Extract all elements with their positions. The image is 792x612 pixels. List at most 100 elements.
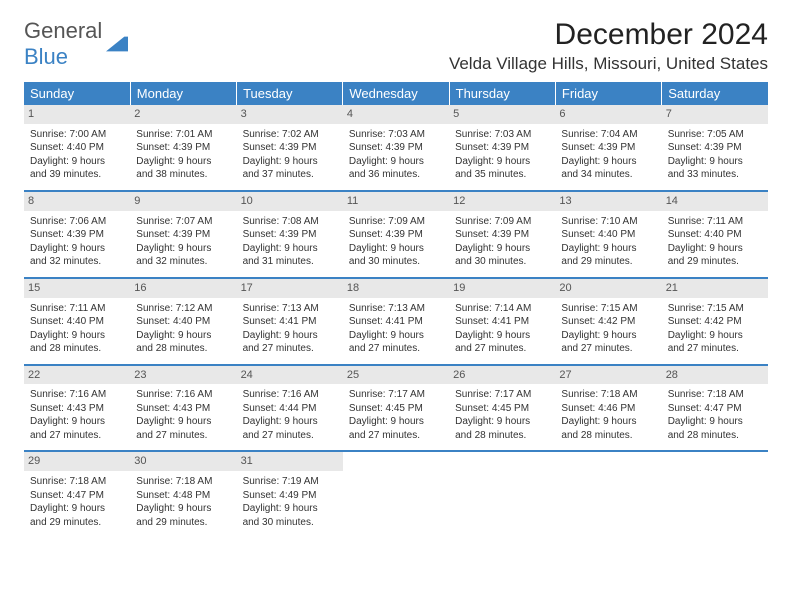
day-number: 14 <box>662 192 768 211</box>
sunset-line: Sunset: 4:45 PM <box>349 402 443 416</box>
sunset-line: Sunset: 4:47 PM <box>668 402 762 416</box>
calendar-day-cell: . <box>555 451 661 537</box>
sunrise-line: Sunrise: 7:18 AM <box>668 388 762 402</box>
day-number: 12 <box>449 192 555 211</box>
day-number: 2 <box>130 105 236 124</box>
day-number: 19 <box>449 279 555 298</box>
calendar-body: 1Sunrise: 7:00 AMSunset: 4:40 PMDaylight… <box>24 105 768 537</box>
calendar-day-cell: 14 Sunrise: 7:11 AMSunset: 4:40 PMDayligh… <box>662 191 768 278</box>
calendar-day-cell: . <box>343 451 449 537</box>
sunset-line: Sunset: 4:39 PM <box>455 228 549 242</box>
day-number: 11 <box>343 192 449 211</box>
sunset-line: Sunset: 4:43 PM <box>30 402 124 416</box>
day-number: 15 <box>24 279 130 298</box>
sunrise-line: Sunrise: 7:16 AM <box>136 388 230 402</box>
daylight-line: Daylight: 9 hours and 30 minutes. <box>243 502 337 529</box>
day-info: Sunrise: 7:09 AMSunset: 4:39 PMDaylight:… <box>455 215 549 269</box>
daylight-line: Daylight: 9 hours and 30 minutes. <box>349 242 443 269</box>
sunrise-line: Sunrise: 7:17 AM <box>349 388 443 402</box>
logo-text: General Blue <box>24 18 102 70</box>
day-number: 23 <box>130 366 236 385</box>
daylight-line: Daylight: 9 hours and 31 minutes. <box>243 242 337 269</box>
day-number: 17 <box>237 279 343 298</box>
calendar-day-cell: 29Sunrise: 7:18 AMSunset: 4:47 PMDayligh… <box>24 451 130 537</box>
day-info: Sunrise: 7:13 AMSunset: 4:41 PMDaylight:… <box>243 302 337 356</box>
day-number: 7 <box>662 105 768 124</box>
day-number: 4 <box>343 105 449 124</box>
day-info: Sunrise: 7:16 AMSunset: 4:44 PMDaylight:… <box>243 388 337 442</box>
daylight-line: Daylight: 9 hours and 27 minutes. <box>455 329 549 356</box>
daylight-line: Daylight: 9 hours and 32 minutes. <box>136 242 230 269</box>
sunrise-line: Sunrise: 7:16 AM <box>243 388 337 402</box>
calendar-day-cell: 2 Sunrise: 7:01 AMSunset: 4:39 PMDaylight… <box>130 105 236 191</box>
day-info: Sunrise: 7:11 AMSunset: 4:40 PMDaylight:… <box>668 215 762 269</box>
day-info: Sunrise: 7:16 AMSunset: 4:43 PMDaylight:… <box>136 388 230 442</box>
day-number: 26 <box>449 366 555 385</box>
sunset-line: Sunset: 4:41 PM <box>349 315 443 329</box>
day-info: Sunrise: 7:18 AMSunset: 4:47 PMDaylight:… <box>668 388 762 442</box>
sunrise-line: Sunrise: 7:13 AM <box>243 302 337 316</box>
sunrise-line: Sunrise: 7:19 AM <box>243 475 337 489</box>
daylight-line: Daylight: 9 hours and 29 minutes. <box>136 502 230 529</box>
calendar-day-cell: 18Sunrise: 7:13 AMSunset: 4:41 PMDayligh… <box>343 278 449 365</box>
day-number: 28 <box>662 366 768 385</box>
calendar-day-cell: 21Sunrise: 7:15 AMSunset: 4:42 PMDayligh… <box>662 278 768 365</box>
location-subtitle: Velda Village Hills, Missouri, United St… <box>24 54 768 74</box>
day-number: 18 <box>343 279 449 298</box>
sunset-line: Sunset: 4:42 PM <box>668 315 762 329</box>
calendar-day-cell: 30Sunrise: 7:18 AMSunset: 4:48 PMDayligh… <box>130 451 236 537</box>
day-number: 3 <box>237 105 343 124</box>
calendar-week-row: 29Sunrise: 7:18 AMSunset: 4:47 PMDayligh… <box>24 451 768 537</box>
calendar-day-cell: 26Sunrise: 7:17 AMSunset: 4:45 PMDayligh… <box>449 365 555 452</box>
daylight-line: Daylight: 9 hours and 30 minutes. <box>455 242 549 269</box>
daylight-line: Daylight: 9 hours and 38 minutes. <box>136 155 230 182</box>
sunrise-line: Sunrise: 7:09 AM <box>455 215 549 229</box>
sunset-line: Sunset: 4:47 PM <box>30 489 124 503</box>
day-info: Sunrise: 7:10 AMSunset: 4:40 PMDaylight:… <box>561 215 655 269</box>
calendar-day-cell: 20Sunrise: 7:15 AMSunset: 4:42 PMDayligh… <box>555 278 661 365</box>
sunset-line: Sunset: 4:41 PM <box>455 315 549 329</box>
sunset-line: Sunset: 4:39 PM <box>30 228 124 242</box>
day-info: Sunrise: 7:12 AMSunset: 4:40 PMDaylight:… <box>136 302 230 356</box>
sunset-line: Sunset: 4:41 PM <box>243 315 337 329</box>
sunset-line: Sunset: 4:48 PM <box>136 489 230 503</box>
day-info: Sunrise: 7:16 AMSunset: 4:43 PMDaylight:… <box>30 388 124 442</box>
calendar-day-cell: 17 Sunrise: 7:13 AMSunset: 4:41 PMDayligh… <box>237 278 343 365</box>
calendar-day-cell: 16 Sunrise: 7:12 AMSunset: 4:40 PMDayligh… <box>130 278 236 365</box>
page-title: December 2024 <box>24 18 768 52</box>
weekday-header: Friday <box>555 82 661 105</box>
day-number: 16 <box>130 279 236 298</box>
day-number: 22 <box>24 366 130 385</box>
sunrise-line: Sunrise: 7:11 AM <box>30 302 124 316</box>
daylight-line: Daylight: 9 hours and 37 minutes. <box>243 155 337 182</box>
sunset-line: Sunset: 4:44 PM <box>243 402 337 416</box>
day-number: 21 <box>662 279 768 298</box>
daylight-line: Daylight: 9 hours and 34 minutes. <box>561 155 655 182</box>
day-number: 6 <box>555 105 661 124</box>
calendar-day-cell: 25Sunrise: 7:17 AMSunset: 4:45 PMDayligh… <box>343 365 449 452</box>
sunrise-line: Sunrise: 7:03 AM <box>455 128 549 142</box>
sunset-line: Sunset: 4:39 PM <box>455 141 549 155</box>
daylight-line: Daylight: 9 hours and 27 minutes. <box>243 415 337 442</box>
daylight-line: Daylight: 9 hours and 28 minutes. <box>455 415 549 442</box>
sunset-line: Sunset: 4:39 PM <box>243 141 337 155</box>
calendar-day-cell: 3Sunrise: 7:02 AMSunset: 4:39 PMDaylight… <box>237 105 343 191</box>
sunrise-line: Sunrise: 7:16 AM <box>30 388 124 402</box>
day-info: Sunrise: 7:09 AMSunset: 4:39 PMDaylight:… <box>349 215 443 269</box>
day-number: 24 <box>237 366 343 385</box>
weekday-header: Monday <box>130 82 236 105</box>
day-info: Sunrise: 7:14 AMSunset: 4:41 PMDaylight:… <box>455 302 549 356</box>
calendar-week-row: 15 Sunrise: 7:11 AM Sunset: 4:40 PM Dayligh… <box>24 278 768 365</box>
day-info: Sunrise: 7:01 AMSunset: 4:39 PMDaylight:… <box>136 128 230 182</box>
sunset-line: Sunset: 4:40 PM <box>561 228 655 242</box>
daylight-line: Daylight: 9 hours and 32 minutes. <box>30 242 124 269</box>
daylight-line: Daylight: 9 hours and 27 minutes. <box>30 415 124 442</box>
day-number: 25 <box>343 366 449 385</box>
sunrise-line: Sunrise: 7:09 AM <box>349 215 443 229</box>
logo-text-1: General <box>24 18 102 43</box>
calendar-day-cell: 7Sunrise: 7:05 AMSunset: 4:39 PMDaylight… <box>662 105 768 191</box>
sunrise-line: Sunrise: 7:06 AM <box>30 215 124 229</box>
sunset-line: Sunset: 4:40 PM <box>136 315 230 329</box>
sunset-line: Sunset: 4:40 PM <box>668 228 762 242</box>
calendar-day-cell: 1Sunrise: 7:00 AMSunset: 4:40 PMDaylight… <box>24 105 130 191</box>
